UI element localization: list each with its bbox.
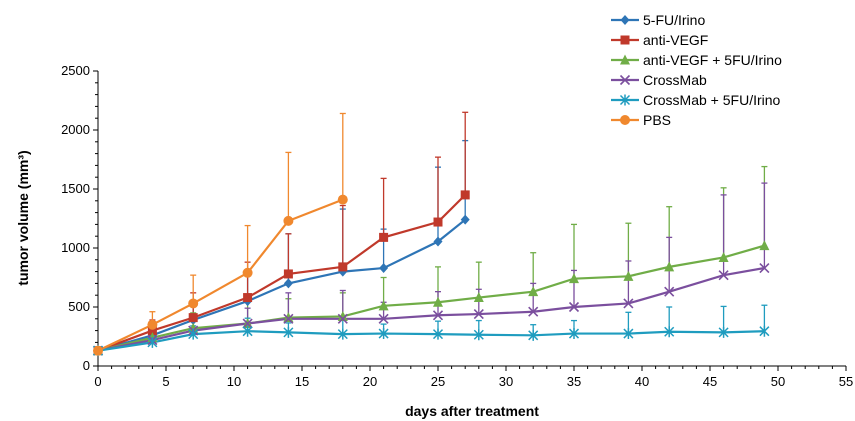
x-tick-label: 45 [703,374,717,389]
data-point-5-fu-irino [283,278,293,289]
data-point-anti-vegf [338,262,348,272]
data-point-anti-vegf-5fu-irino [664,261,675,272]
data-point-crossmab-5fu-irino [664,326,675,338]
x-tick-label: 20 [363,374,377,389]
data-point-anti-vegf [283,269,293,279]
data-point-crossmab-5fu-irino [473,329,484,341]
legend-label-5-fu-irino: 5-FU/Irino [643,12,705,28]
data-point-crossmab [718,270,729,281]
data-point-crossmab [283,313,294,324]
y-tick-label: 2000 [61,122,90,137]
x-tick-label: 30 [499,374,513,389]
data-point-crossmab-5fu-irino [242,325,253,337]
legend-marker-anti-vegf-5fu-irino [620,54,630,65]
data-point-pbs [93,345,103,356]
data-point-crossmab-5fu-irino [528,329,539,341]
y-tick-label: 1500 [61,181,90,196]
data-point-crossmab [337,313,348,324]
data-point-anti-vegf-5fu-irino [337,310,348,321]
data-point-anti-vegf-5fu-irino [283,312,294,323]
y-tick-label: 2500 [61,63,90,78]
data-point-pbs [147,319,158,330]
data-point-crossmab [378,313,389,324]
legend-label-anti-vegf-5fu-irino: anti-VEGF + 5FU/Irino [643,52,782,68]
data-point-pbs [283,215,294,226]
data-point-pbs [337,194,348,205]
x-tick-label: 35 [567,374,581,389]
x-tick-label: 25 [431,374,445,389]
data-point-5-fu-irino [379,263,389,274]
data-point-anti-vegf-5fu-irino [378,300,389,311]
axes: 0 500 1000 1500 2000 2500 0 5 10 15 20 25 30 35 40 45 50… [61,63,853,389]
data-point-anti-vegf [188,313,198,323]
data-point-crossmab-5fu-irino [378,328,389,340]
data-point-anti-vegf-5fu-irino [433,296,443,307]
x-tick-label: 10 [227,374,241,389]
series-line-crossmab-5fu-irino [97,330,765,352]
data-point-crossmab-5fu-irino [568,328,580,340]
data-point-crossmab [242,318,253,329]
data-point-crossmab [528,306,539,317]
legend-marker-pbs [620,115,630,125]
legend-label-anti-vegf: anti-VEGF [643,32,708,48]
data-point-5-fu-irino [460,214,470,225]
x-tick-label: 40 [635,374,649,389]
data-point-crossmab-5fu-irino [147,336,158,348]
series-line-pbs [97,198,344,352]
data-point-crossmab [568,301,580,313]
data-point-anti-vegf [147,326,157,336]
data-point-anti-vegf [460,190,470,200]
data-point-anti-vegf-5fu-irino [569,273,579,284]
legend-label-crossmab-5fu-irino: CrossMab + 5FU/Irino [643,92,781,108]
legend: 5-FU/Irino anti-VEGF anti-VEGF + 5FU/Irino… [611,12,782,128]
legend-label-crossmab: CrossMab [643,72,707,88]
data-point-anti-vegf [433,217,443,227]
data-point-crossmab [432,310,444,321]
series-lines [97,194,765,352]
data-point-anti-vegf-5fu-irino [759,240,770,251]
series-markers [92,190,770,357]
data-point-anti-vegf-5fu-irino [528,286,539,297]
legend-marker-5-fu-irino [620,15,630,25]
data-point-crossmab-5fu-irino [283,326,294,338]
data-point-pbs [242,267,253,278]
data-point-crossmab-5fu-irino [759,325,770,337]
legend-label-pbs: PBS [643,112,671,128]
legend-marker-crossmab [619,74,631,86]
data-point-anti-vegf-5fu-irino [718,251,729,262]
data-point-crossmab [664,286,675,297]
data-point-crossmab [623,298,634,309]
x-tick-label: 0 [94,374,101,389]
x-tick-label: 15 [295,374,309,389]
data-point-anti-vegf [379,232,389,242]
legend-marker-crossmab-5fu-irino [619,94,631,106]
y-tick-label: 1000 [61,240,90,255]
data-point-crossmab-5fu-irino [432,328,444,340]
data-point-crossmab-5fu-irino [188,328,199,340]
y-tick-label: 0 [83,358,90,373]
y-tick-label: 500 [68,299,90,314]
data-point-pbs [188,298,199,309]
data-point-crossmab-5fu-irino [623,328,634,340]
data-point-crossmab-5fu-irino [718,326,729,338]
y-axis-title: tumor volume (mm³) [15,150,31,285]
x-tick-label: 5 [162,374,169,389]
data-point-anti-vegf-5fu-irino [473,292,484,303]
data-point-crossmab [759,262,770,274]
data-point-crossmab-5fu-irino [337,328,348,340]
data-point-5-fu-irino [433,236,443,247]
data-point-anti-vegf [243,293,253,303]
x-tick-label: 50 [771,374,785,389]
legend-marker-anti-vegf [620,35,630,45]
data-point-anti-vegf-5fu-irino [188,322,199,333]
data-point-anti-vegf-5fu-irino [623,270,634,281]
x-tick-label: 55 [839,374,853,389]
x-axis-title: days after treatment [405,403,539,419]
data-point-crossmab [473,309,484,320]
